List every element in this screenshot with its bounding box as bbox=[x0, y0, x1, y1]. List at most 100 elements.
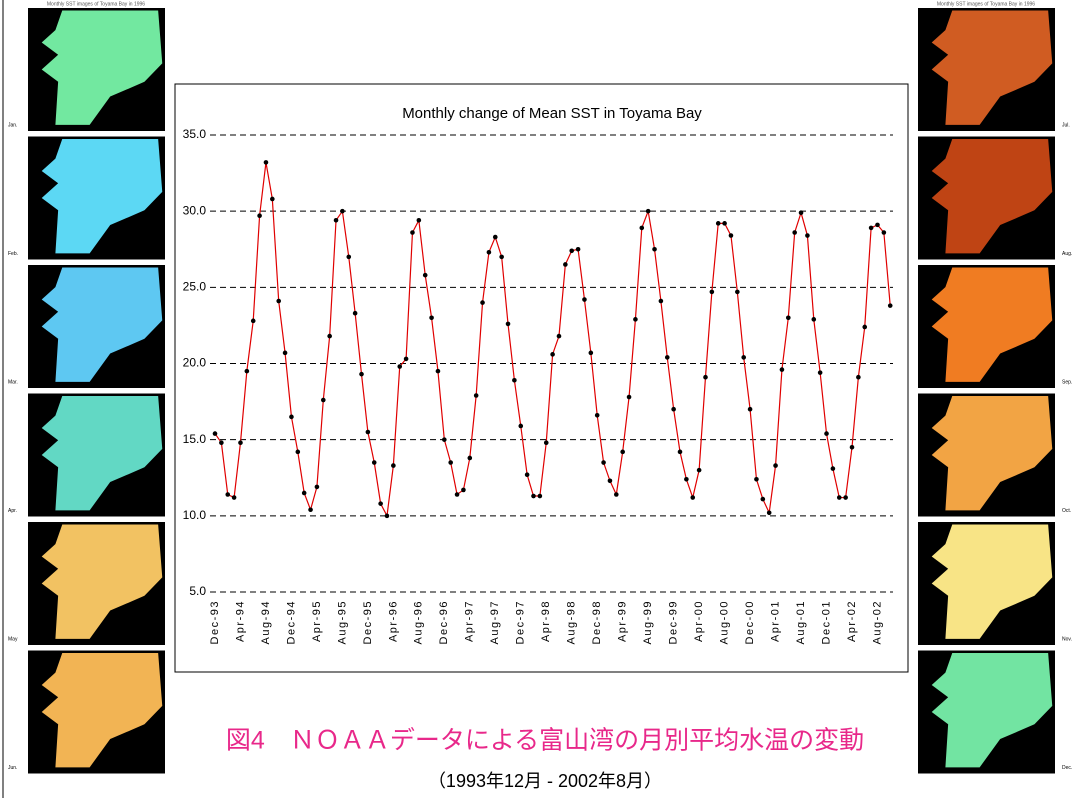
data-point bbox=[397, 364, 403, 369]
y-tick-label: 25.0 bbox=[183, 280, 207, 294]
data-point bbox=[843, 495, 848, 500]
sst-sea bbox=[41, 652, 163, 768]
x-tick-label: Dec-97 bbox=[515, 600, 527, 644]
month-label: Dec. bbox=[1062, 765, 1072, 771]
data-point bbox=[531, 493, 536, 499]
x-tick-label: Apr-02 bbox=[846, 600, 858, 642]
data-point bbox=[664, 355, 670, 360]
sst-sea bbox=[41, 524, 163, 639]
x-tick-label: Apr-97 bbox=[464, 600, 476, 642]
y-tick-label: 15.0 bbox=[183, 432, 207, 446]
month-label: Jun. bbox=[8, 765, 17, 771]
x-tick-label: Aug-98 bbox=[566, 600, 578, 644]
chart-frame bbox=[174, 83, 909, 673]
data-point bbox=[671, 406, 676, 412]
data-point bbox=[448, 460, 453, 465]
data-point bbox=[524, 472, 530, 478]
data-point bbox=[614, 492, 619, 497]
x-tick-label: Aug-99 bbox=[642, 600, 654, 644]
data-point bbox=[320, 397, 326, 403]
data-point bbox=[620, 449, 625, 455]
data-point bbox=[384, 513, 390, 519]
data-point bbox=[270, 196, 275, 202]
data-point bbox=[658, 298, 664, 304]
data-point bbox=[817, 370, 823, 375]
data-point bbox=[747, 406, 753, 412]
data-point bbox=[862, 324, 868, 330]
y-tick-label: 20.0 bbox=[183, 356, 207, 370]
sst-sea bbox=[41, 267, 163, 382]
data-point bbox=[569, 248, 575, 254]
data-point bbox=[677, 449, 683, 455]
month-label: Jan. bbox=[8, 122, 17, 128]
data-point bbox=[722, 221, 727, 226]
data-point bbox=[594, 412, 600, 418]
sst-sea bbox=[931, 395, 1053, 511]
data-point bbox=[830, 466, 836, 471]
data-point bbox=[295, 449, 301, 455]
sst-sea bbox=[41, 10, 163, 125]
sst-sea bbox=[41, 138, 163, 254]
y-tick-label: 35.0 bbox=[183, 127, 207, 141]
data-point bbox=[371, 460, 377, 465]
data-point bbox=[588, 350, 594, 356]
data-point bbox=[359, 371, 364, 377]
x-tick-label: Aug-94 bbox=[260, 600, 272, 644]
data-point bbox=[652, 246, 657, 252]
data-point bbox=[486, 249, 492, 255]
sst-sea bbox=[41, 395, 163, 511]
data-point bbox=[824, 431, 829, 436]
data-point bbox=[212, 431, 218, 436]
side-title: Monthly SST images of Toyama Bay in 1996 bbox=[47, 1, 145, 7]
data-point bbox=[499, 254, 504, 260]
data-point bbox=[231, 495, 237, 500]
data-point bbox=[582, 297, 587, 302]
data-point bbox=[575, 246, 581, 252]
x-tick-label: Apr-99 bbox=[617, 600, 629, 642]
data-point bbox=[282, 350, 288, 356]
month-label: Oct. bbox=[1062, 508, 1071, 514]
data-point bbox=[735, 289, 740, 295]
month-label: May bbox=[8, 636, 18, 642]
sst-sea bbox=[931, 138, 1053, 254]
data-point bbox=[391, 463, 396, 468]
month-label: Nov. bbox=[1062, 636, 1072, 642]
data-point bbox=[473, 393, 479, 398]
x-tick-label: Apr-95 bbox=[311, 600, 323, 642]
data-point bbox=[276, 298, 282, 304]
x-tick-label: Dec-94 bbox=[285, 600, 297, 644]
month-label: Mar. bbox=[8, 379, 18, 385]
data-point bbox=[868, 225, 874, 231]
x-tick-label: Dec-99 bbox=[668, 600, 680, 644]
data-point bbox=[543, 440, 549, 446]
data-point bbox=[881, 230, 887, 235]
x-tick-label: Apr-98 bbox=[540, 600, 552, 642]
data-point bbox=[257, 213, 262, 219]
x-tick-label: Apr-01 bbox=[769, 600, 781, 642]
data-point bbox=[601, 460, 606, 465]
month-label: Apr. bbox=[8, 508, 17, 514]
data-point bbox=[633, 317, 638, 322]
data-point bbox=[766, 510, 772, 516]
data-point bbox=[505, 321, 511, 327]
data-point bbox=[352, 310, 358, 316]
month-label: Feb. bbox=[8, 251, 18, 257]
data-point bbox=[773, 463, 778, 468]
data-point bbox=[550, 352, 555, 357]
data-point bbox=[410, 230, 415, 235]
data-point bbox=[422, 272, 428, 278]
x-tick-label: Apr-00 bbox=[693, 600, 705, 642]
data-point bbox=[244, 368, 250, 374]
data-point bbox=[715, 221, 721, 226]
caption: 図4 ＮＯＡＡデータによる富山湾の月別平均水温の変動 bbox=[226, 727, 864, 755]
data-point bbox=[308, 507, 313, 513]
data-point bbox=[289, 414, 294, 420]
data-point bbox=[435, 368, 441, 374]
data-point bbox=[492, 234, 498, 240]
x-tick-label: Dec-00 bbox=[744, 600, 756, 644]
x-tick-label: Aug-00 bbox=[719, 600, 731, 644]
side-title: Monthly SST images of Toyama Bay in 1996 bbox=[937, 1, 1035, 7]
data-point bbox=[798, 210, 804, 215]
data-point bbox=[875, 222, 880, 228]
